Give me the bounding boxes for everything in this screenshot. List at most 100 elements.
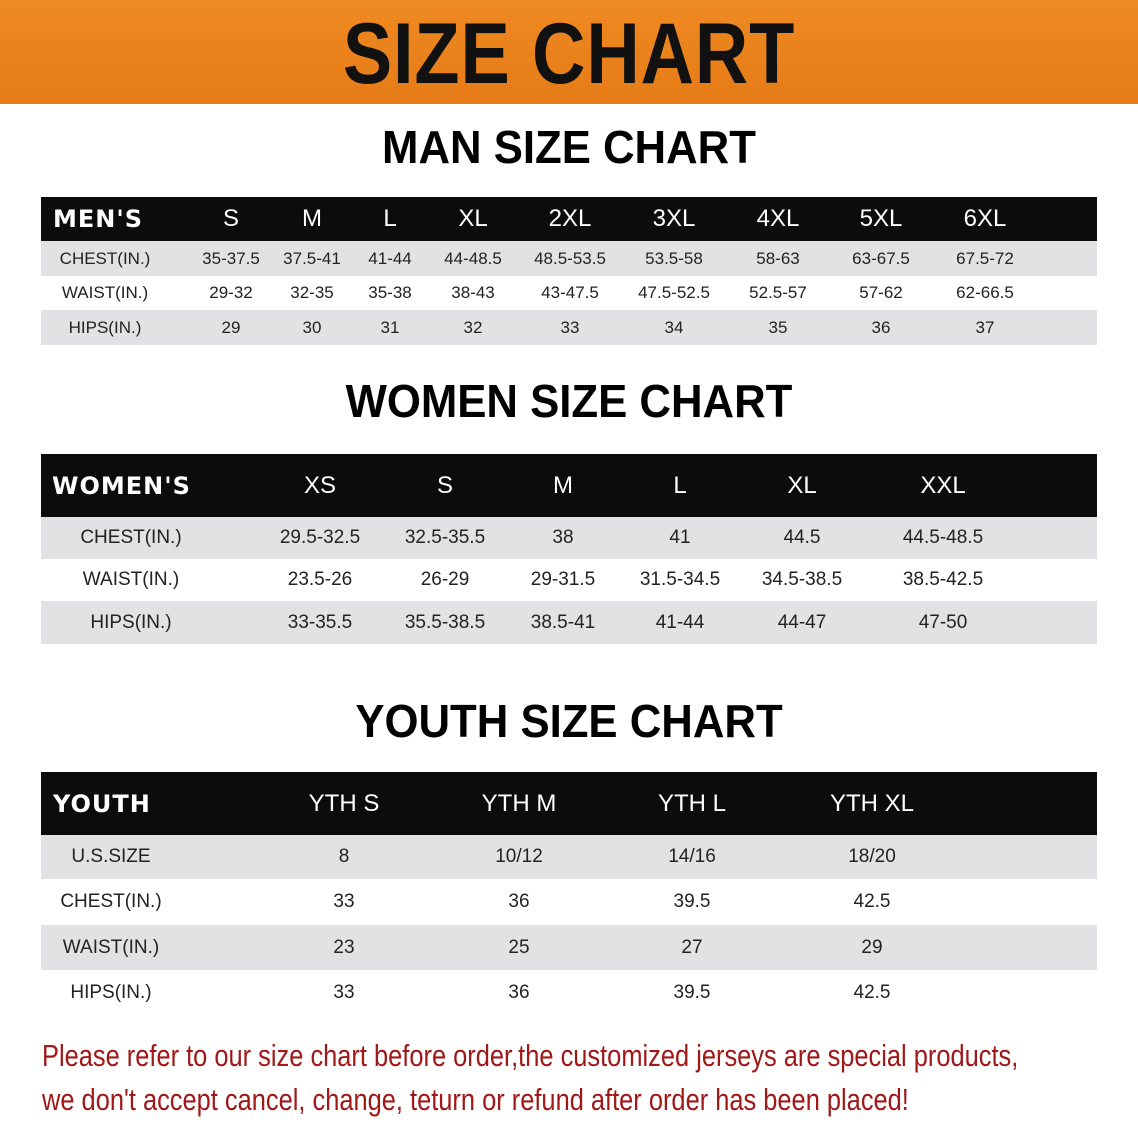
women-size-table: WOMEN'S XS S M L XL XXL CHEST(IN.) 29.5-32.5 32.5… — [41, 454, 1097, 644]
size-header-cell: M — [302, 205, 322, 232]
size-header-cell: S — [436, 471, 454, 499]
table-cell: 34.5-38.5 — [761, 569, 843, 590]
men-table-row: HIPS(IN.) 29 30 31 32 33 34 35 36 37 — [41, 310, 1097, 345]
size-header-cell: XS — [303, 471, 337, 499]
table-cell: 10/12 — [495, 846, 543, 867]
table-cell: 36 — [508, 981, 530, 1003]
size-header-cell: 3XL — [652, 205, 696, 232]
measurement-label: HIPS(IN.) — [68, 317, 142, 337]
table-cell: 23 — [333, 936, 355, 958]
table-cell: 33-35.5 — [287, 611, 353, 633]
measurement-label: CHEST(IN.) — [80, 527, 182, 548]
measurement-label: CHEST(IN.) — [60, 891, 162, 912]
table-cell: 41-44 — [368, 248, 412, 268]
table-cell: 58-63 — [756, 248, 800, 268]
table-cell: 42.5 — [853, 891, 891, 912]
table-cell: 41-44 — [655, 611, 705, 633]
table-cell: 14/16 — [668, 846, 716, 867]
table-cell: 25 — [508, 936, 530, 958]
table-cell: 62-66.5 — [956, 283, 1014, 302]
table-cell: 44-47 — [777, 611, 827, 633]
size-header-cell: L — [383, 205, 397, 232]
table-cell: 30 — [302, 317, 322, 337]
table-cell: 18/20 — [848, 846, 896, 867]
youth-size-table: YOUTH YTH S YTH M YTH L YTH XL U.S.SIZE 8 10/12… — [41, 772, 1097, 1015]
notice-line-1: Please refer to our size chart before or… — [42, 1038, 1019, 1073]
table-cell: 33 — [560, 317, 580, 337]
size-header-cell: XL — [458, 205, 488, 232]
table-cell: 63-67.5 — [852, 248, 910, 268]
notice-line-2: we don't accept cancel, change, teturn o… — [42, 1082, 909, 1117]
size-header-cell: 5XL — [859, 205, 903, 232]
table-cell: 29-31.5 — [530, 569, 596, 590]
women-section-title: WOMEN SIZE CHART — [345, 375, 793, 427]
table-cell: 39.5 — [673, 891, 711, 912]
table-cell: 31.5-34.5 — [639, 569, 721, 590]
youth-table-row: U.S.SIZE 8 10/12 14/16 18/20 — [41, 835, 1097, 879]
table-cell: 47.5-52.5 — [638, 283, 710, 302]
size-header-cell: YTH L — [657, 789, 727, 817]
table-cell: 39.5 — [673, 981, 711, 1003]
youth-table-row: CHEST(IN.) 33 36 39.5 42.5 — [41, 879, 1097, 925]
table-cell: 8 — [338, 846, 350, 867]
table-cell: 42.5 — [853, 981, 891, 1003]
table-cell: 37 — [975, 317, 995, 337]
table-cell: 38 — [552, 527, 574, 548]
men-table-row: CHEST(IN.) 35-37.5 37.5-41 41-44 44-48.5 48.5… — [41, 241, 1097, 276]
table-cell: 29 — [221, 317, 241, 337]
table-cell: 43-47.5 — [541, 283, 599, 302]
men-section-title: MAN SIZE CHART — [382, 121, 756, 173]
size-header-cell: L — [673, 471, 687, 499]
measurement-label: WAIST(IN.) — [61, 283, 149, 302]
youth-section-title: YOUTH SIZE CHART — [355, 695, 783, 747]
table-cell: 57-62 — [859, 283, 903, 302]
size-header-cell: YTH S — [308, 789, 380, 817]
table-title-cell: YOUTH — [53, 789, 151, 818]
size-header-cell: M — [553, 471, 573, 499]
women-table-row: HIPS(IN.) 33-35.5 35.5-38.5 38.5-41 41-44 44-… — [41, 601, 1097, 644]
title-banner: SIZE CHART — [0, 0, 1138, 104]
table-cell: 37.5-41 — [283, 248, 341, 268]
table-cell: 38-43 — [451, 283, 495, 302]
size-header-cell: 4XL — [756, 205, 800, 232]
men-size-table: MEN'S S M L XL 2XL 3XL 4XL 5XL 6XL CHEST(IN.) 35-37… — [41, 197, 1097, 345]
size-header-cell: YTH M — [481, 789, 557, 817]
table-cell: 53.5-58 — [645, 248, 703, 268]
youth-table-row: WAIST(IN.) 23 25 27 29 — [41, 925, 1097, 970]
men-header-row: MEN'S S M L XL 2XL 3XL 4XL 5XL 6XL — [41, 197, 1097, 241]
table-cell: 44-48.5 — [444, 248, 502, 268]
table-cell: 38.5-41 — [530, 611, 596, 633]
women-header-row: WOMEN'S XS S M L XL XXL — [41, 454, 1097, 517]
table-cell: 36 — [871, 317, 891, 337]
women-table-row: WAIST(IN.) 23.5-26 26-29 29-31.5 31.5-34.5 34… — [41, 559, 1097, 601]
table-cell: 48.5-53.5 — [534, 248, 606, 268]
size-header-cell: S — [222, 205, 240, 232]
table-cell: 44.5-48.5 — [902, 527, 984, 548]
table-cell: 35 — [768, 317, 788, 337]
table-cell: 27 — [681, 936, 703, 958]
table-cell: 67.5-72 — [956, 248, 1014, 268]
measurement-label: HIPS(IN.) — [90, 611, 172, 633]
table-cell: 35.5-38.5 — [404, 611, 486, 633]
measurement-label: U.S.SIZE — [71, 846, 151, 867]
measurement-label: WAIST(IN.) — [82, 569, 180, 590]
table-cell: 35-37.5 — [202, 248, 260, 268]
size-header-cell: YTH XL — [829, 789, 915, 817]
table-cell: 29-32 — [209, 283, 253, 302]
measurement-label: CHEST(IN.) — [59, 248, 151, 268]
size-header-cell: XL — [787, 471, 817, 499]
table-cell: 29.5-32.5 — [279, 527, 361, 548]
measurement-label: WAIST(IN.) — [62, 936, 160, 958]
size-header-cell: 2XL — [548, 205, 592, 232]
table-cell: 41 — [669, 527, 691, 548]
table-title-cell: MEN'S — [53, 205, 143, 233]
youth-table-row: HIPS(IN.) 33 36 39.5 42.5 — [41, 970, 1097, 1015]
table-cell: 33 — [333, 891, 355, 912]
table-cell: 35-38 — [368, 283, 412, 302]
table-cell: 44.5 — [783, 527, 821, 548]
table-cell: 33 — [333, 981, 355, 1003]
table-cell: 32.5-35.5 — [404, 527, 486, 548]
table-title-cell: WOMEN'S — [52, 471, 191, 500]
table-cell: 47-50 — [918, 611, 968, 633]
table-cell: 38.5-42.5 — [902, 569, 984, 590]
